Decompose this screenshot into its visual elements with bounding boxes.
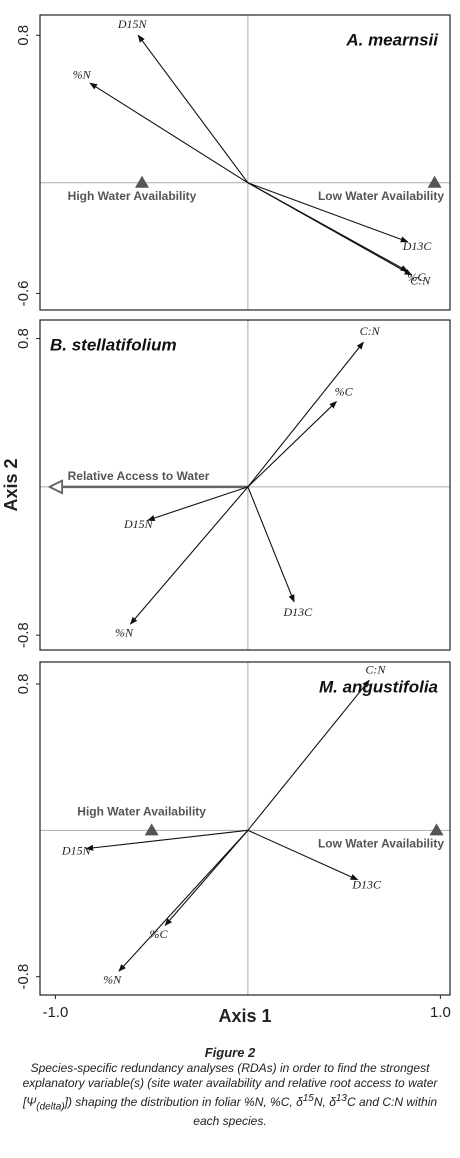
vector-label: D15N bbox=[123, 517, 154, 531]
vector-arrow bbox=[118, 829, 249, 972]
caption-text: Species-specific redundancy analyses (RD… bbox=[10, 1061, 450, 1129]
caption-part: C and C:N within each species. bbox=[193, 1095, 438, 1129]
site-marker bbox=[427, 175, 442, 188]
panel-title: B. stellatifolium bbox=[50, 335, 177, 354]
x-axis-label: Axis 1 bbox=[218, 1006, 271, 1026]
vector-label: D15N bbox=[117, 17, 148, 31]
site-label: Low Water Availability bbox=[318, 189, 444, 203]
y-tick-label: -0.6 bbox=[15, 280, 32, 306]
vector-arrow bbox=[85, 829, 248, 851]
panel-frame bbox=[39, 661, 451, 996]
caption-title: Figure 2 bbox=[204, 1045, 256, 1060]
y-axis-label: Axis 2 bbox=[1, 458, 21, 511]
vector-arrow bbox=[247, 486, 295, 603]
vector-arrow bbox=[247, 829, 359, 881]
x-tick-label: -1.0 bbox=[42, 1004, 68, 1021]
caption-part: (delta) bbox=[36, 1101, 65, 1113]
vector-arrow bbox=[247, 679, 370, 831]
caption-part: ]) shaping the distribution in foliar %N… bbox=[64, 1095, 303, 1109]
vector-label: C:N bbox=[365, 662, 386, 676]
site-label: Low Water Availability bbox=[318, 837, 444, 851]
chart: A. mearnsii -0.6 0.8 High Water Availabilit… bbox=[1, 14, 451, 1026]
env-label: Relative Access to Water bbox=[68, 469, 210, 483]
x-tick-label: 1.0 bbox=[430, 1004, 451, 1021]
vector-label: C:N bbox=[410, 274, 431, 288]
vector-arrow bbox=[89, 82, 249, 184]
vector-label: %C bbox=[150, 927, 169, 941]
y-tick-label: 0.8 bbox=[15, 25, 32, 46]
vector-arrow bbox=[137, 34, 249, 184]
vector-arrow bbox=[247, 182, 413, 276]
y-tick-label: 0.8 bbox=[15, 328, 32, 349]
caption-part: 15 bbox=[302, 1093, 314, 1104]
vector-label: C:N bbox=[360, 324, 381, 338]
panel-title: A. mearnsii bbox=[345, 30, 439, 49]
vector-label: %N bbox=[115, 625, 134, 639]
site-label: High Water Availability bbox=[77, 805, 206, 819]
caption-part: Species-specific redundancy analyses (RD… bbox=[22, 1061, 438, 1109]
vector-label: D13C bbox=[402, 239, 433, 253]
caption: Figure 2 Species-specific redundancy ana… bbox=[10, 1045, 450, 1129]
vector-label: D15N bbox=[61, 844, 92, 858]
vector-label: %C bbox=[335, 384, 354, 398]
vector-label: D13C bbox=[282, 605, 313, 619]
y-tick-label: -0.8 bbox=[15, 622, 32, 648]
site-marker bbox=[144, 823, 159, 836]
caption-part: 13 bbox=[335, 1093, 347, 1104]
caption-part: N, δ bbox=[313, 1095, 336, 1109]
vector-arrow bbox=[247, 182, 409, 243]
vector-arrow bbox=[129, 486, 249, 625]
vector-arrow bbox=[147, 486, 249, 521]
vector-arrow bbox=[247, 341, 364, 488]
site-marker bbox=[429, 823, 444, 836]
vector-arrow bbox=[247, 401, 337, 488]
vector-label: %N bbox=[73, 68, 92, 82]
site-label: High Water Availability bbox=[68, 189, 197, 203]
panel-frame bbox=[39, 14, 451, 311]
y-tick-label: 0.8 bbox=[15, 674, 32, 695]
panel-title: M. angustifolia bbox=[319, 677, 438, 696]
panel-frame bbox=[39, 319, 451, 651]
vector-label: %N bbox=[103, 972, 122, 986]
y-tick-label: -0.8 bbox=[15, 964, 32, 990]
site-marker bbox=[135, 175, 150, 188]
vector-label: D13C bbox=[351, 878, 382, 892]
